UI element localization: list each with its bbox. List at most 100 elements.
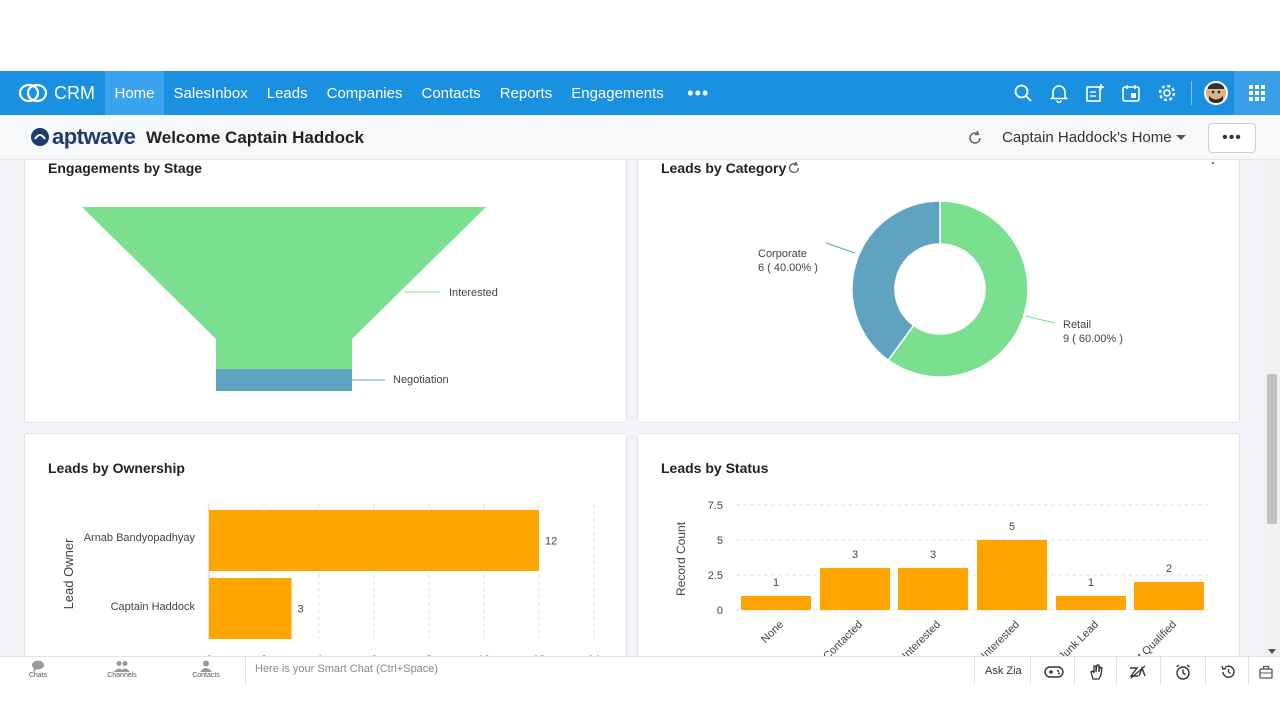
dashboard-content: Engagements by Stage Interested Negotiat…	[0, 160, 1264, 656]
data-label: 3	[298, 604, 304, 616]
funnel-label-interested: Interested	[449, 287, 498, 299]
donut-chart: Corporate 6 ( 40.00% ) Retail 9 ( 60.00%…	[758, 200, 1123, 378]
crm-logo-icon	[18, 83, 48, 103]
main-nav: Home SalesInbox Leads Companies Contacts…	[105, 71, 723, 115]
x-tick-label: 6	[371, 654, 377, 656]
divider	[1160, 657, 1161, 685]
slice-label-retail: Retail	[1063, 319, 1091, 331]
nav-home[interactable]: Home	[105, 71, 165, 115]
data-label: 3	[930, 549, 936, 561]
gamepad-icon[interactable]	[1043, 662, 1065, 682]
avatar[interactable]	[1198, 71, 1234, 115]
nav-engagements[interactable]: Engagements	[571, 84, 664, 102]
x-tick-label: 8	[426, 654, 432, 656]
x-tick-label: 10	[478, 654, 490, 656]
bar[interactable]	[820, 568, 890, 610]
bar[interactable]	[209, 510, 539, 571]
chats-tab[interactable]: Chats	[8, 659, 68, 683]
card-title: Engagements by Stage	[48, 160, 203, 176]
nav-companies[interactable]: Companies	[326, 84, 403, 102]
slice-value-retail: 9 ( 60.00% )	[1063, 333, 1123, 345]
category-label: Captain Haddock	[111, 601, 196, 613]
chevron-down-icon[interactable]	[1176, 135, 1186, 140]
funnel-chart: Interested Negotiation	[82, 207, 498, 391]
x-category-label: Not Qualified	[1126, 619, 1179, 656]
company-logo: aptwave	[30, 124, 136, 149]
bottom-blank-area	[0, 684, 1280, 720]
top-blank-area	[0, 0, 1280, 71]
x-category-label: Interested	[900, 619, 943, 656]
divider	[1248, 657, 1249, 685]
bar[interactable]	[898, 568, 968, 610]
data-label: 1	[1088, 577, 1094, 589]
vertical-bar-chart: 0 2.5 5 7.5 1 3 3 5 1 2 None Contacted Interested I…	[674, 500, 1208, 656]
aptwave-logo-icon	[31, 128, 49, 146]
funnel-stage-negotiation[interactable]	[216, 369, 352, 391]
donut-slice-retail[interactable]	[887, 200, 1029, 378]
bell-icon[interactable]	[1041, 71, 1077, 115]
funnel-stage-interested[interactable]	[82, 207, 486, 369]
slice-label-corporate: Corporate	[758, 248, 807, 260]
crm-brand[interactable]: CRM	[0, 71, 105, 115]
bar[interactable]	[977, 540, 1047, 610]
refresh-icon[interactable]	[967, 130, 983, 146]
horizontal-bar-chart: 12 3 0 2 4 6 8 10 12 14 Lead Owner Arnab Bandyop…	[61, 504, 600, 656]
y-tick-label: 5	[717, 535, 723, 547]
smart-chat-bar: Chats Channels Contacts Here is your Sma…	[0, 656, 1280, 685]
card-title: Leads by Status	[661, 460, 769, 476]
y-tick-label: 0	[717, 605, 723, 617]
history-icon[interactable]	[1217, 662, 1239, 682]
person-icon	[200, 660, 212, 672]
briefcase-icon[interactable]	[1255, 662, 1277, 682]
data-label: 2	[1166, 563, 1172, 575]
zia-icon[interactable]	[1127, 662, 1149, 682]
logo-text: aptwave	[52, 124, 136, 149]
more-options-button[interactable]: •••	[1208, 123, 1256, 153]
x-category-label: None	[759, 619, 786, 646]
calendar-icon[interactable]	[1113, 71, 1149, 115]
x-category-label: Contacted	[821, 619, 865, 656]
bar[interactable]	[1134, 582, 1204, 610]
nav-salesinbox[interactable]: SalesInbox	[173, 84, 248, 102]
category-label: Arnab Bandyopadhyay	[84, 532, 196, 544]
nav-more-button[interactable]: •••	[687, 82, 710, 103]
sub-header: aptwave Welcome Captain Haddock Captain …	[0, 115, 1280, 160]
funnel-label-negotiation: Negotiation	[393, 374, 449, 386]
refresh-icon[interactable]	[787, 161, 801, 175]
nav-contacts[interactable]: Contacts	[421, 84, 481, 102]
hand-wave-icon[interactable]	[1085, 662, 1107, 682]
x-tick-label: 14	[588, 654, 600, 656]
bar[interactable]	[1056, 596, 1126, 610]
bar[interactable]	[209, 578, 292, 639]
top-divider	[1191, 81, 1192, 105]
scroll-down-arrow[interactable]	[1268, 649, 1276, 654]
ask-zia-button[interactable]: Ask Zia	[985, 665, 1022, 677]
leads-by-ownership-card: Leads by Ownership 12 3 0 2 4 6 8 10 12 14 Lead …	[24, 433, 627, 656]
nav-reports[interactable]: Reports	[499, 84, 553, 102]
data-label: 3	[852, 549, 858, 561]
group-icon	[114, 661, 130, 672]
scroll-thumb[interactable]	[1267, 374, 1277, 524]
smart-chat-input[interactable]: Here is your Smart Chat (Ctrl+Space)	[245, 657, 975, 685]
bar[interactable]	[741, 596, 811, 610]
divider	[1205, 657, 1206, 685]
x-category-label: Interested	[979, 619, 1022, 656]
kebab-menu-icon[interactable]	[1210, 160, 1216, 170]
gear-icon[interactable]	[1149, 71, 1185, 115]
donut-slice-corporate[interactable]	[851, 200, 941, 362]
divider	[1030, 657, 1031, 685]
axis-label-record-count: Record Count	[674, 521, 688, 596]
home-selector[interactable]: Captain Haddock's Home	[1002, 129, 1172, 146]
apps-grid-icon[interactable]	[1234, 71, 1280, 115]
x-tick-label: 0	[206, 654, 212, 656]
data-label: 5	[1009, 521, 1015, 533]
alarm-clock-icon[interactable]	[1172, 662, 1194, 682]
add-note-icon[interactable]	[1077, 71, 1113, 115]
contacts-tab[interactable]: Contacts	[176, 659, 236, 683]
channels-tab[interactable]: Channels	[92, 659, 152, 683]
page-scrollbar[interactable]	[1264, 160, 1280, 656]
channels-label: Channels	[107, 672, 137, 679]
search-icon[interactable]	[1005, 71, 1041, 115]
chats-label: Chats	[28, 672, 48, 679]
nav-leads[interactable]: Leads	[266, 84, 308, 102]
